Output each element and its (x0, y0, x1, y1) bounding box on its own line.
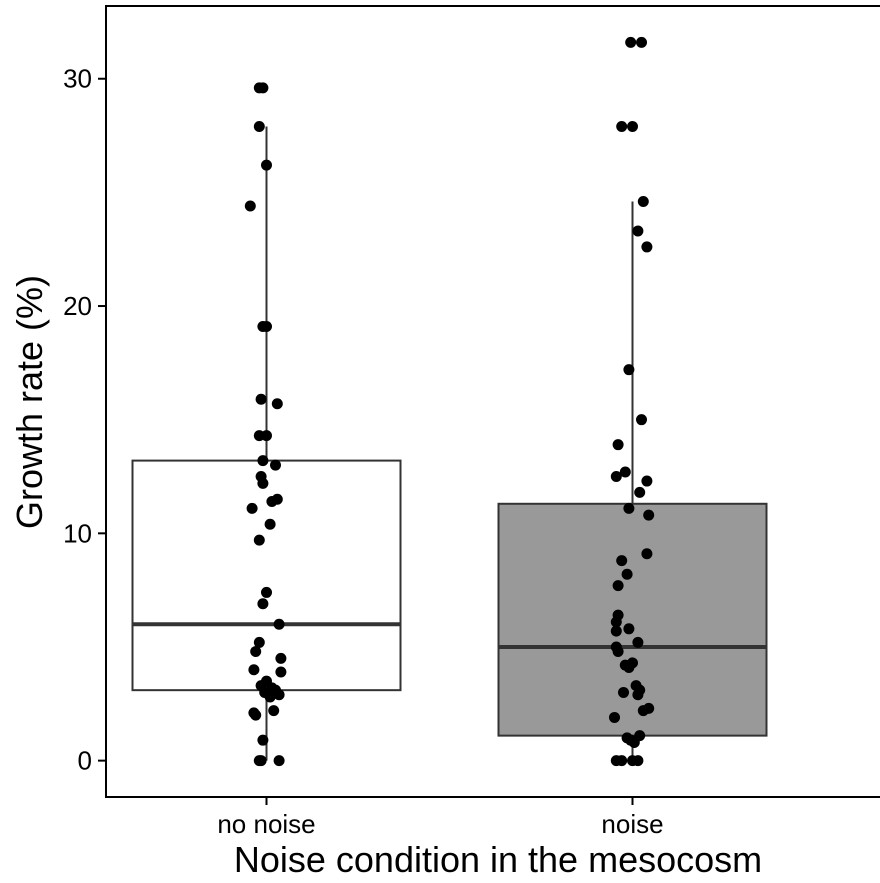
data-point (636, 414, 647, 426)
data-point (275, 666, 287, 678)
data-point (253, 534, 265, 546)
data-point (641, 548, 653, 560)
data-point (610, 616, 622, 628)
box-noise (497, 502, 768, 737)
data-point (271, 398, 283, 410)
data-point (273, 689, 285, 701)
y-axis-title: Growth rate (%) (9, 275, 50, 529)
data-point (634, 486, 646, 498)
data-point (637, 705, 649, 717)
data-point (641, 475, 653, 487)
data-point (261, 159, 272, 171)
x-axis-title: Noise condition in the mesocosm (234, 839, 762, 880)
y-tick-label: 30 (63, 64, 92, 94)
data-point (627, 120, 638, 132)
data-point (636, 36, 647, 48)
data-point (610, 625, 622, 637)
data-point (625, 36, 637, 48)
x-tick-label: noise (601, 809, 663, 839)
data-point (623, 623, 635, 635)
data-point (261, 430, 272, 442)
data-point (261, 586, 272, 598)
data-point (619, 466, 631, 478)
data-point (632, 636, 644, 648)
data-point (618, 686, 629, 698)
data-point (253, 636, 265, 648)
data-point (273, 618, 285, 630)
data-point (257, 734, 269, 746)
ticks-layer: 0 10 20 30 no noise noise (63, 64, 664, 839)
data-point (623, 661, 635, 673)
data-point (268, 705, 280, 717)
data-point (632, 755, 644, 767)
data-point (632, 225, 644, 237)
data-point (266, 496, 278, 508)
data-point (609, 711, 620, 723)
data-point (253, 120, 265, 132)
data-point (641, 241, 653, 253)
data-point (255, 393, 267, 405)
data-point (257, 477, 269, 489)
y-tick-label: 20 (63, 291, 92, 321)
y-tick-label: 10 (63, 518, 92, 548)
data-point (612, 580, 624, 592)
data-point (264, 691, 276, 703)
data-point (257, 82, 269, 94)
axes-layer (105, 5, 880, 798)
data-point (275, 652, 287, 664)
data-point (270, 459, 281, 471)
data-point (616, 755, 628, 767)
data-point (621, 568, 633, 580)
data-point (623, 502, 635, 514)
box-no-noise (131, 459, 402, 692)
data-point (616, 120, 628, 132)
data-point (637, 195, 649, 207)
points-layer (244, 36, 655, 767)
data-point (250, 646, 262, 658)
data-point (261, 320, 272, 332)
data-point (623, 364, 635, 376)
data-point (628, 736, 640, 748)
y-tick-label: 0 (78, 746, 92, 776)
data-point (264, 518, 276, 530)
boxes-layer (131, 126, 768, 761)
data-point (643, 509, 655, 521)
x-tick-label: no noise (217, 809, 315, 839)
data-point (248, 664, 260, 676)
data-point (246, 502, 258, 514)
data-point (612, 646, 624, 658)
data-point (273, 755, 285, 767)
data-point (255, 755, 267, 767)
data-point (244, 200, 256, 212)
data-point (257, 455, 269, 467)
data-point (610, 471, 622, 483)
data-point (616, 555, 628, 567)
data-point (257, 598, 269, 610)
data-point (612, 439, 624, 451)
data-point (632, 689, 644, 701)
data-point (250, 709, 262, 721)
